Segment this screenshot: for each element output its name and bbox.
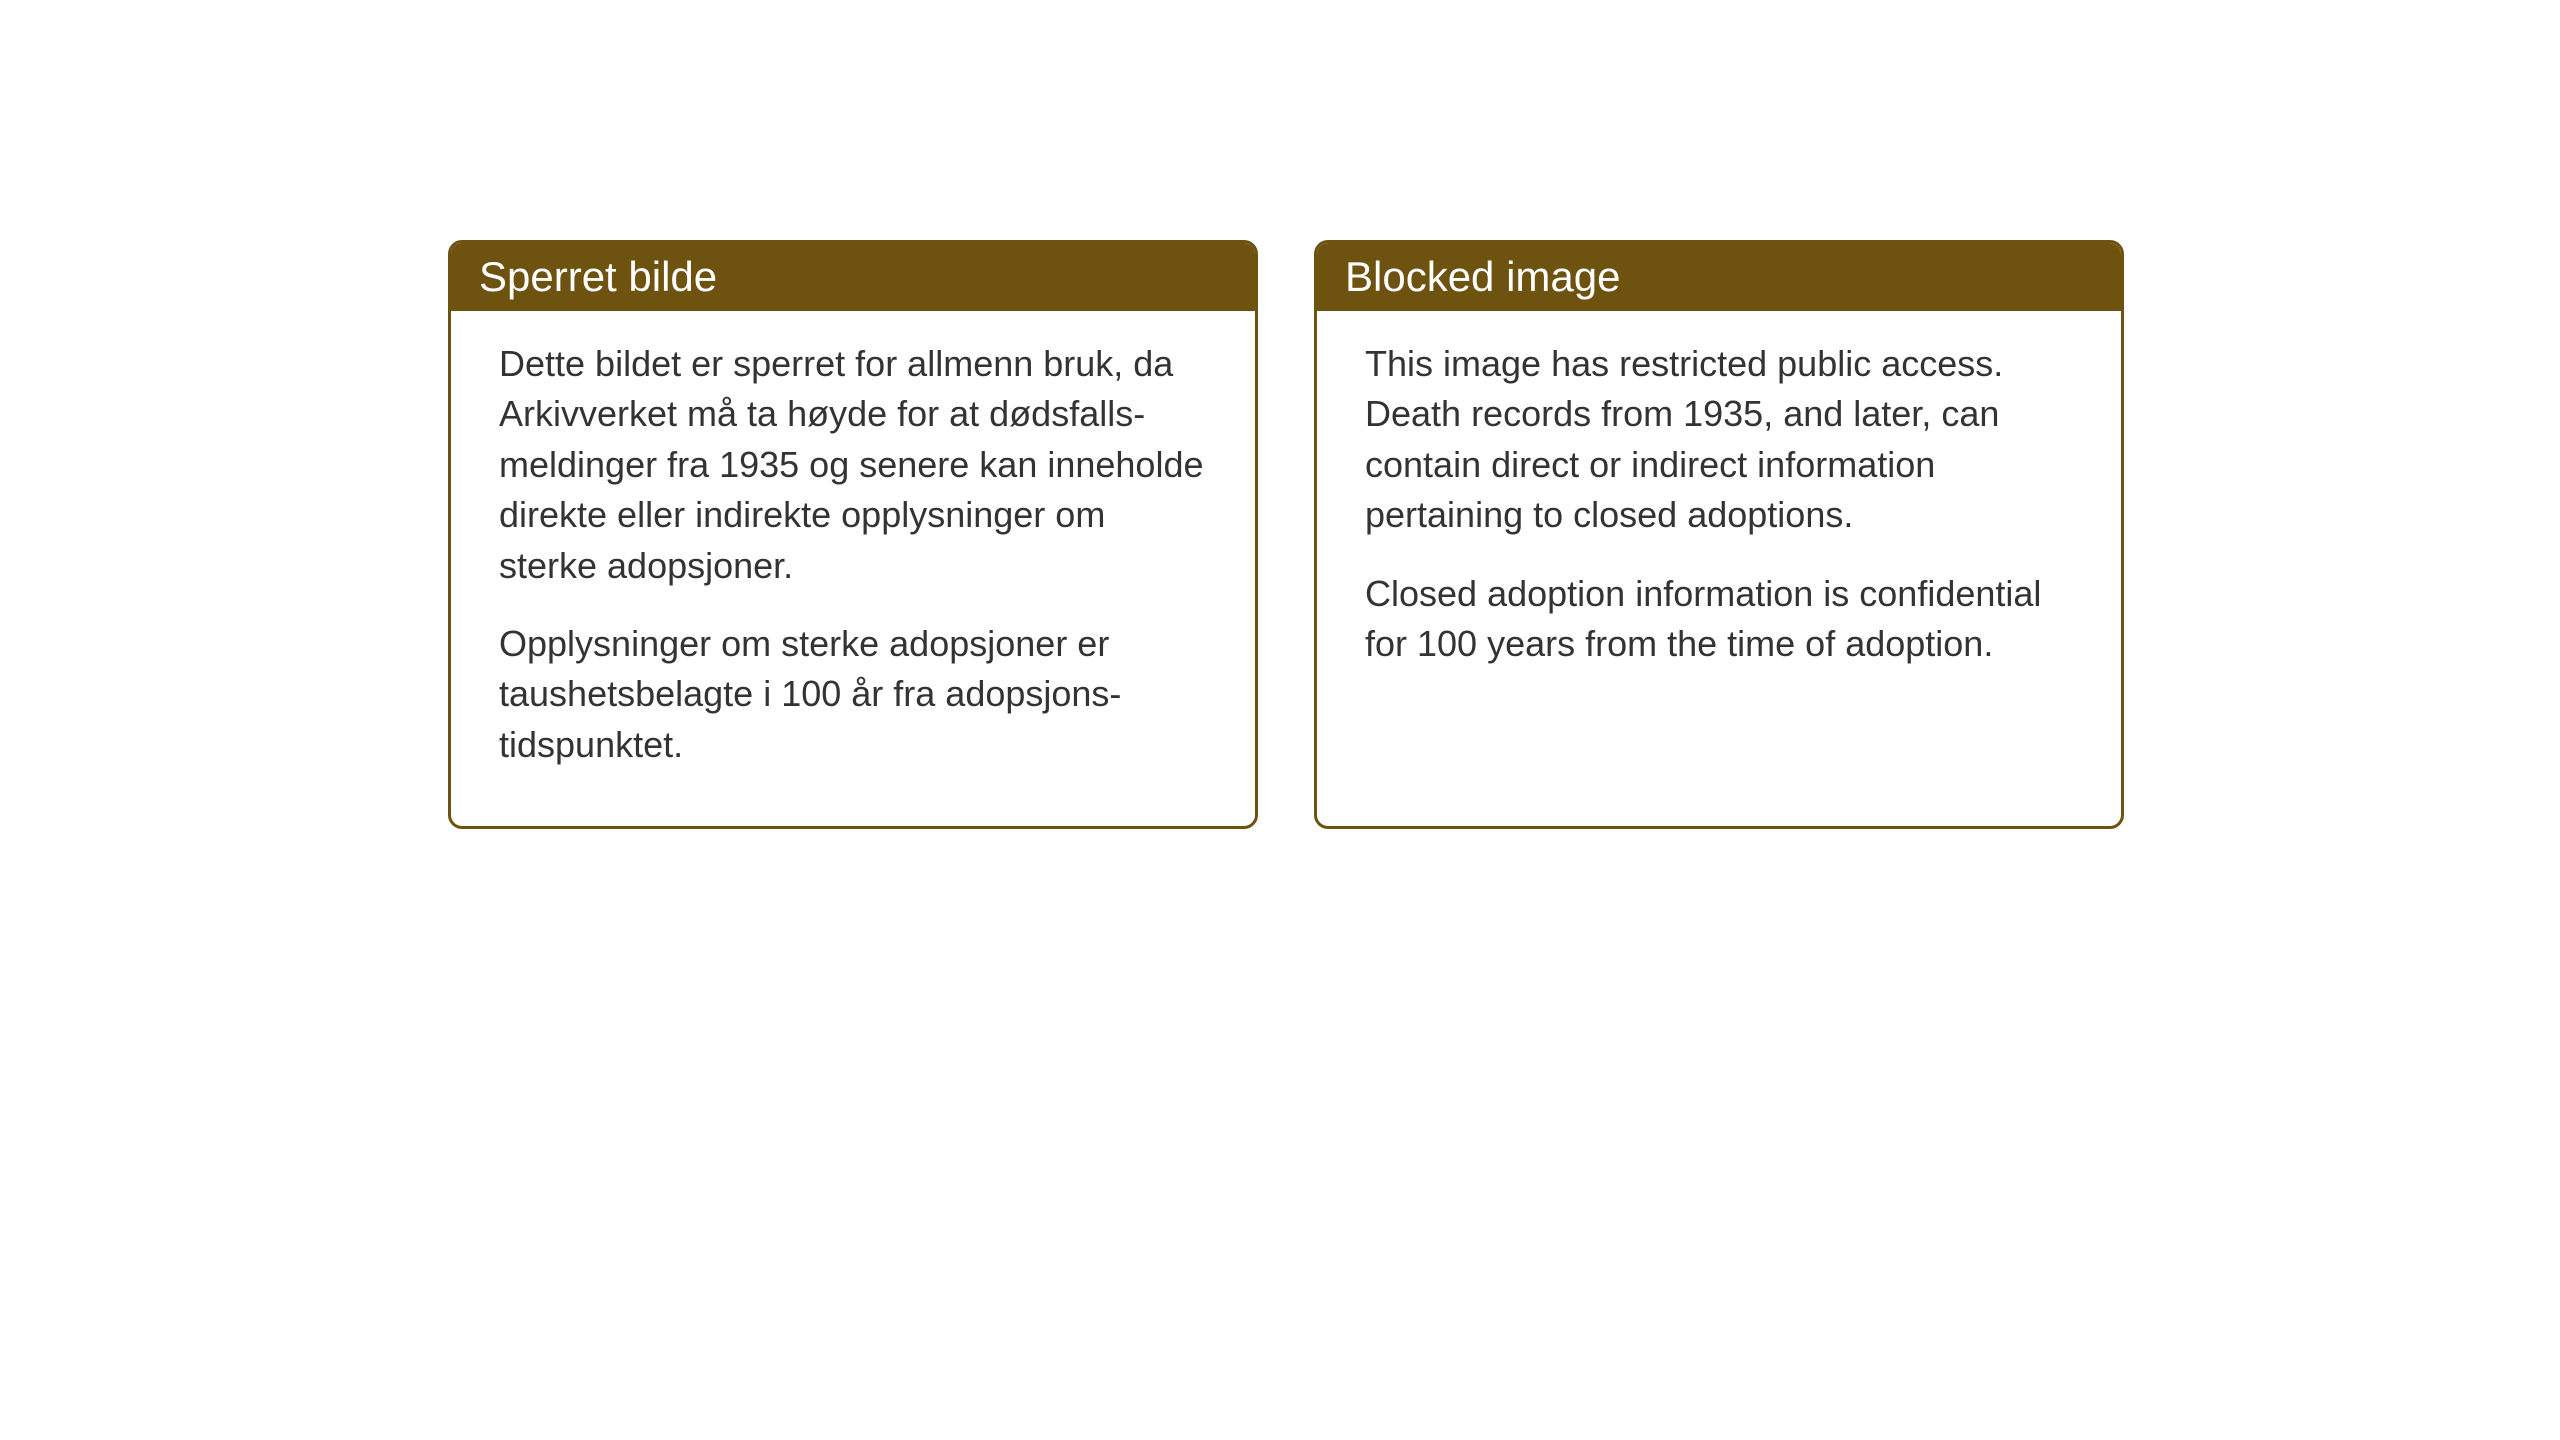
card-header-english: Blocked image bbox=[1317, 243, 2121, 311]
card-paragraph: Opplysninger om sterke adopsjoner er tau… bbox=[499, 619, 1207, 770]
card-body-norwegian: Dette bildet er sperret for allmenn bruk… bbox=[451, 311, 1255, 826]
card-paragraph: Dette bildet er sperret for allmenn bruk… bbox=[499, 339, 1207, 591]
card-title: Blocked image bbox=[1345, 253, 1620, 300]
notice-card-norwegian: Sperret bilde Dette bildet er sperret fo… bbox=[448, 240, 1258, 829]
card-paragraph: Closed adoption information is confident… bbox=[1365, 569, 2073, 670]
card-paragraph: This image has restricted public access.… bbox=[1365, 339, 2073, 541]
card-body-english: This image has restricted public access.… bbox=[1317, 311, 2121, 725]
notice-container: Sperret bilde Dette bildet er sperret fo… bbox=[448, 240, 2124, 829]
card-title: Sperret bilde bbox=[479, 253, 717, 300]
card-header-norwegian: Sperret bilde bbox=[451, 243, 1255, 311]
notice-card-english: Blocked image This image has restricted … bbox=[1314, 240, 2124, 829]
